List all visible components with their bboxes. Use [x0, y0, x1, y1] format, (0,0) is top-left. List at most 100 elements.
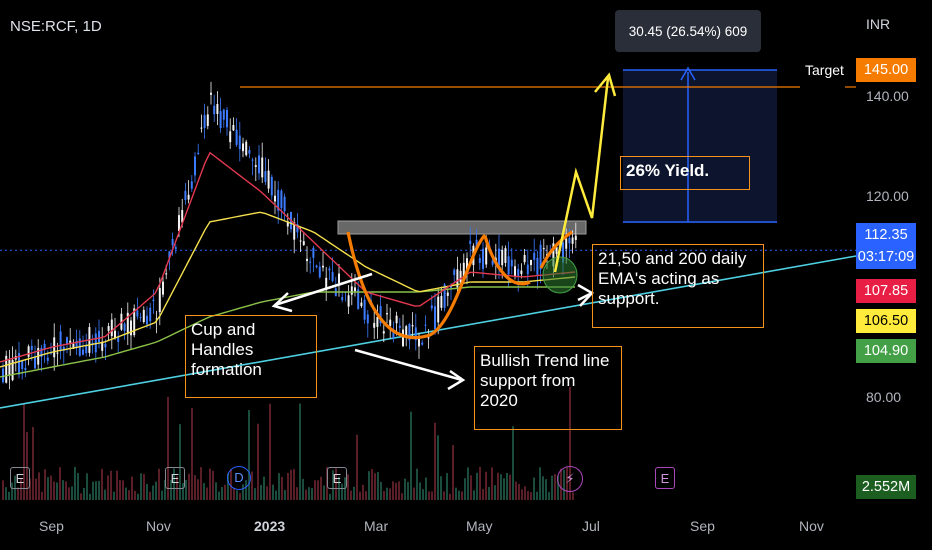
volume-bar	[95, 481, 97, 500]
volume-bar	[434, 422, 436, 500]
candle	[382, 331, 385, 334]
volume-bar	[404, 478, 406, 500]
candle	[165, 273, 168, 275]
volume-bar	[149, 491, 151, 500]
volume-bar	[539, 467, 541, 500]
candle	[117, 336, 120, 342]
candle	[555, 247, 558, 254]
x-tick-2023: 2023	[254, 518, 286, 534]
candle	[315, 265, 318, 268]
candle	[389, 319, 392, 326]
candle	[331, 272, 334, 282]
volume-bar	[137, 493, 139, 500]
candle	[392, 330, 395, 339]
ticker-symbol[interactable]: NSE:RCF, 1D	[10, 18, 102, 35]
volume-bar	[56, 482, 58, 500]
volume-bar	[2, 480, 4, 500]
earnings-icon[interactable]: E	[327, 467, 347, 489]
volume-bar	[80, 493, 82, 500]
volume-bar	[47, 477, 49, 500]
volume-bar	[479, 466, 481, 500]
volume-bar	[413, 487, 415, 500]
candle	[325, 277, 328, 288]
candle	[5, 355, 8, 383]
volume-bar	[266, 486, 268, 500]
volume-bar	[551, 475, 553, 500]
earnings-icon[interactable]: E	[10, 467, 30, 489]
volume-bar	[161, 490, 163, 500]
volume-bar	[119, 480, 121, 500]
volume-bar	[302, 478, 304, 500]
volume-bar	[215, 482, 217, 500]
earnings-icon[interactable]: E	[655, 467, 675, 489]
volume-bar	[485, 471, 487, 500]
volume-bar	[200, 467, 202, 500]
candle	[267, 170, 270, 189]
candle	[341, 297, 344, 301]
volume-bar	[65, 481, 67, 500]
volume-bar	[236, 490, 238, 500]
volume-bar	[395, 482, 397, 500]
volume-bar	[92, 481, 94, 500]
volume-bar	[455, 487, 457, 500]
candle	[2, 368, 4, 383]
candle	[453, 269, 456, 275]
candle	[251, 159, 254, 161]
candle	[229, 131, 232, 143]
candle	[200, 127, 203, 129]
candle	[520, 270, 523, 275]
handle-right	[539, 230, 573, 269]
candle	[210, 92, 212, 95]
ema200-line	[0, 286, 575, 378]
candle	[296, 224, 299, 233]
dividend-icon[interactable]: D	[227, 466, 251, 490]
volume-bar	[368, 471, 370, 500]
candle	[46, 357, 49, 361]
cup-arrow	[274, 272, 373, 307]
candle	[21, 360, 24, 370]
candle	[114, 330, 116, 339]
volume-bar	[116, 470, 118, 500]
candle	[312, 247, 315, 258]
volume-bar	[254, 488, 256, 500]
candle	[440, 295, 443, 308]
ema-note: 21,50 and 200 daily EMA's acting as supp…	[592, 244, 764, 328]
candle	[354, 287, 356, 292]
candle	[418, 336, 420, 347]
volume-bar	[110, 470, 112, 500]
x-tick-may: May	[466, 518, 493, 534]
volume-bar	[359, 491, 361, 500]
earnings-icon[interactable]: E	[165, 467, 185, 489]
candle	[43, 343, 46, 350]
volume-bar	[377, 472, 379, 500]
x-tick-sep: Sep	[39, 518, 64, 534]
candle	[59, 331, 62, 351]
candle	[130, 320, 132, 336]
volume-bar	[488, 487, 490, 500]
candle	[155, 318, 158, 320]
x-tick-nov: Nov	[146, 518, 171, 534]
candle	[510, 259, 513, 267]
candle	[146, 315, 148, 325]
candle	[197, 152, 200, 155]
volume-bar	[512, 426, 514, 500]
candle	[219, 111, 222, 129]
volume-bar	[335, 468, 337, 500]
volume-bar	[242, 484, 244, 500]
candle	[248, 149, 251, 154]
volume-bar	[164, 480, 166, 500]
candle	[149, 307, 152, 322]
volume-bar	[470, 475, 472, 500]
volume-bar	[17, 487, 19, 500]
volume-bar	[524, 486, 526, 500]
currency-label[interactable]: INR	[866, 16, 891, 32]
candle	[539, 244, 542, 270]
candle	[85, 345, 88, 354]
volume-bar	[29, 478, 31, 500]
volume-bar	[494, 485, 496, 500]
volume-bar	[482, 489, 484, 500]
volume-bar	[380, 481, 382, 500]
candle	[424, 324, 427, 326]
split-icon[interactable]: ⚡	[557, 466, 583, 492]
